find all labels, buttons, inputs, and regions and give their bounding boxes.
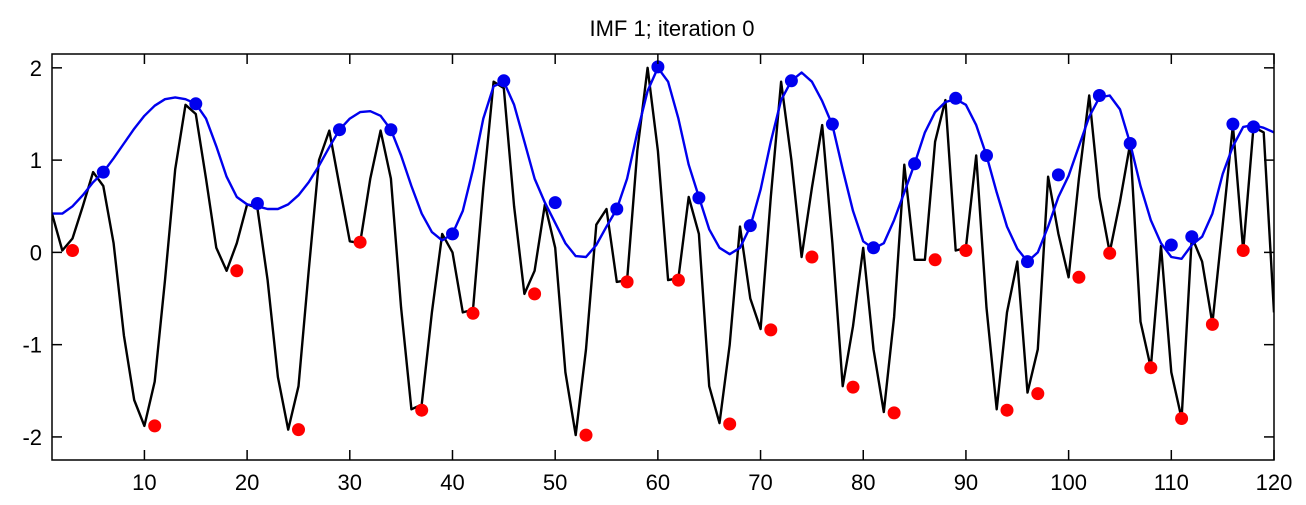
x-tick-label: 60 xyxy=(646,470,670,495)
y-tick-label: -1 xyxy=(22,333,42,358)
minimum-point xyxy=(887,406,901,420)
maximum-point xyxy=(610,202,624,216)
minimum-point xyxy=(671,273,685,287)
minimum-point xyxy=(620,275,634,289)
minimum-point xyxy=(66,244,79,257)
minimum-point xyxy=(1031,387,1045,401)
minimum-point xyxy=(959,244,973,257)
minimum-point xyxy=(230,264,244,278)
maximum-point xyxy=(1051,168,1065,182)
minimum-point xyxy=(1000,403,1014,417)
minimum-point xyxy=(1103,246,1117,260)
y-tick-label: 2 xyxy=(30,56,42,81)
x-tick-label: 110 xyxy=(1154,470,1189,495)
maximum-point xyxy=(446,227,459,241)
minimum-point xyxy=(723,417,737,431)
maximum-point xyxy=(1226,117,1240,131)
x-tick-label: 120 xyxy=(1256,470,1293,495)
x-tick-label: 20 xyxy=(235,470,259,495)
maximum-point xyxy=(743,219,757,233)
minimum-point xyxy=(805,250,819,264)
minimum-point xyxy=(846,380,860,394)
minimum-point xyxy=(1236,244,1250,257)
maximum-point xyxy=(908,157,922,171)
minimum-point xyxy=(292,423,305,437)
x-tick-label: 50 xyxy=(543,470,567,495)
maximum-point xyxy=(497,74,511,88)
x-tick-label: 30 xyxy=(338,470,362,495)
maximum-point xyxy=(1185,230,1199,244)
maximum-point xyxy=(825,117,839,131)
maximum-point xyxy=(1247,120,1260,134)
maximum-point xyxy=(333,123,346,137)
x-tick-label: 40 xyxy=(440,470,464,495)
minimum-point xyxy=(528,287,542,301)
minimum-point xyxy=(1144,361,1158,375)
maximum-point xyxy=(980,149,993,162)
maximum-point xyxy=(96,165,110,179)
x-tick-label: 100 xyxy=(1050,470,1087,495)
plot-clipped-group xyxy=(52,66,1274,437)
maximum-point xyxy=(384,123,398,137)
signal-line xyxy=(52,66,1274,437)
maximum-point xyxy=(784,74,798,88)
minimum-point xyxy=(415,403,429,417)
maximum-point xyxy=(1092,89,1106,102)
x-tick-label: 10 xyxy=(132,470,156,495)
maximum-point xyxy=(1021,255,1034,269)
minimum-point xyxy=(1175,412,1189,425)
minimum-point xyxy=(353,235,367,249)
x-tick-label: 90 xyxy=(954,470,978,495)
maximum-point xyxy=(548,196,562,210)
minimum-point xyxy=(579,428,593,442)
chart-title: IMF 1; iteration 0 xyxy=(589,16,754,41)
x-tick-label: 70 xyxy=(748,470,772,495)
maximum-point xyxy=(692,191,706,205)
maximum-point xyxy=(1164,238,1178,252)
x-tick-label: 80 xyxy=(851,470,875,495)
maximum-point xyxy=(651,60,665,74)
plot-frame xyxy=(51,53,1275,461)
upper-envelope-line xyxy=(52,66,1274,263)
maximum-point xyxy=(1123,137,1137,150)
minimum-point xyxy=(1072,270,1086,284)
maximum-point xyxy=(949,91,963,105)
plot-area xyxy=(52,60,1274,442)
minimum-point xyxy=(764,323,778,337)
maximum-point xyxy=(867,241,880,255)
minimum-point xyxy=(466,306,480,320)
maximum-point xyxy=(250,197,264,210)
maximum-point xyxy=(189,97,203,111)
y-tick-label: -2 xyxy=(22,425,42,450)
y-tick-label: 0 xyxy=(30,240,42,265)
minimum-point xyxy=(148,419,162,433)
minimum-point xyxy=(1205,317,1219,331)
y-tick-label: 1 xyxy=(30,148,42,173)
minimum-point xyxy=(928,253,942,267)
